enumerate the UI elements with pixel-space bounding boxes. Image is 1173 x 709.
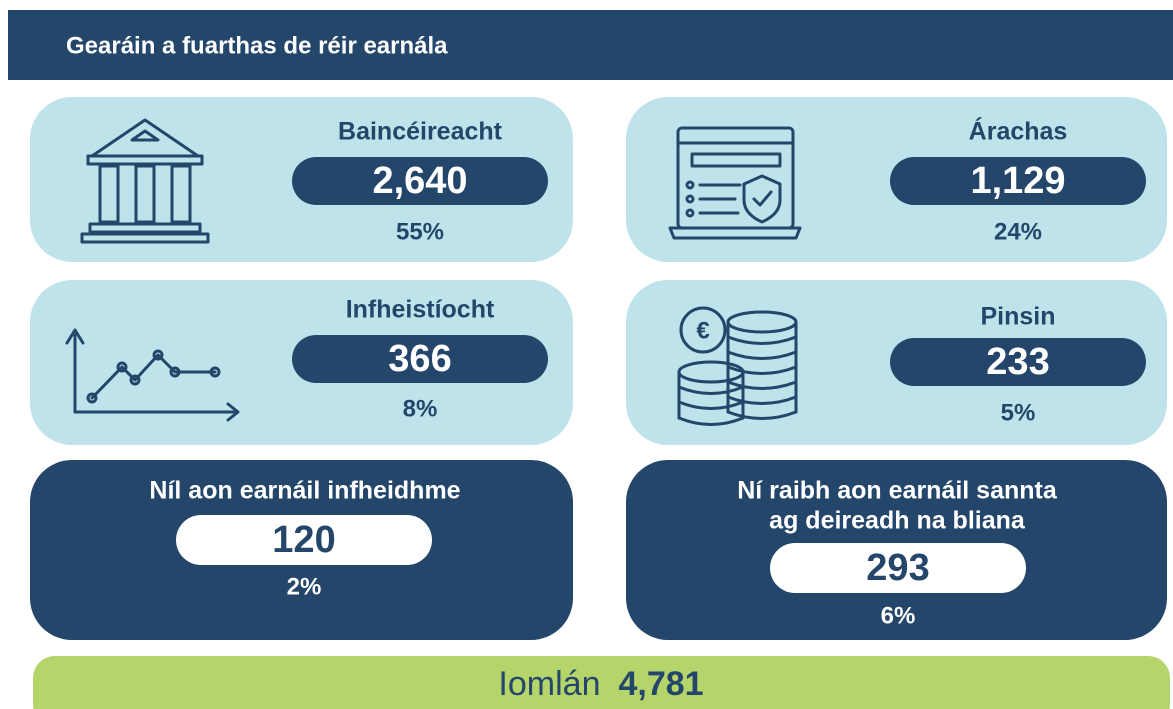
card-value: 120 <box>272 519 335 561</box>
insurance-icon <box>668 126 802 240</box>
card-label: ag deireadh na bliana <box>769 507 1026 535</box>
svg-text:€: € <box>696 317 709 344</box>
card-percent: 55% <box>396 218 444 245</box>
total-bar <box>33 656 1170 709</box>
card-value: 2,640 <box>372 160 467 202</box>
card-label: Ní raibh aon earnáil sannta <box>737 477 1058 505</box>
value-pill <box>176 515 432 565</box>
pension-icon: € <box>677 306 798 426</box>
investment-icon <box>65 328 240 422</box>
card-percent: 24% <box>994 218 1042 245</box>
value-pill <box>292 335 548 383</box>
card-label: Baincéireacht <box>338 118 503 146</box>
card-value: 1,129 <box>970 160 1065 202</box>
card-percent: 6% <box>881 602 916 629</box>
value-pill <box>890 157 1146 205</box>
value-pill <box>292 157 548 205</box>
card-value: 293 <box>866 547 929 589</box>
total: Iomlán 4,781 <box>498 665 703 703</box>
value-pill <box>890 338 1146 386</box>
card-label: Árachas <box>969 117 1068 146</box>
value-pill <box>770 543 1026 593</box>
card-percent: 2% <box>287 573 322 600</box>
header-title: Gearáin a fuarthas de réir earnála <box>66 32 448 59</box>
card-percent: 8% <box>403 395 438 422</box>
total-value: 4,781 <box>618 665 703 703</box>
bank-icon <box>80 118 210 244</box>
card-label: Níl aon earnáil infheidhme <box>149 477 460 505</box>
card-value: 233 <box>986 341 1049 383</box>
card-value: 366 <box>388 338 451 380</box>
total-label: Iomlán <box>498 665 600 703</box>
card-label: Pinsin <box>980 303 1055 331</box>
header-bar <box>8 10 1173 80</box>
card-label: Infheistíocht <box>346 296 495 324</box>
card-percent: 5% <box>1001 399 1036 426</box>
